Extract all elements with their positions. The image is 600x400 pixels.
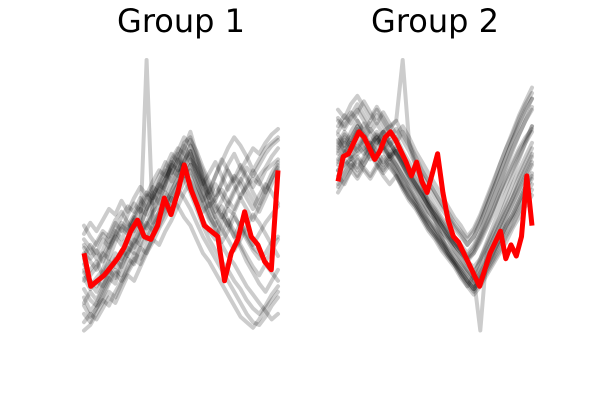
panel-1-trace-8	[82, 138, 280, 247]
panel-2-trace-8	[336, 85, 534, 242]
panel-1-trace-20	[82, 138, 280, 264]
panel-2-trace-22	[336, 135, 534, 333]
panel-2-trace-6	[336, 96, 534, 247]
panel-2-trace-12	[336, 91, 534, 239]
panel-2-plot	[335, 58, 535, 333]
panel-1-trace-12	[82, 143, 280, 256]
panel-2-trace-15	[336, 104, 534, 258]
panel-2-trace-11	[336, 162, 534, 297]
panel-1-title: Group 1	[117, 2, 245, 40]
panel-1-trace-3	[82, 135, 280, 261]
panel-1-trace-14	[82, 127, 280, 236]
panel-2-trace-17	[336, 96, 534, 247]
panel-1-trace-19	[82, 196, 280, 333]
panel-1-trace-10	[82, 129, 280, 278]
panel-2-highlight-line	[335, 129, 535, 289]
panel-2-trace-3	[336, 107, 534, 256]
panel-1-trace-16	[82, 179, 280, 322]
panel-2-trace-5	[336, 121, 534, 269]
panel-1-trace-13	[82, 187, 280, 327]
panel-1-highlight-line	[81, 162, 281, 289]
panel-1-trace-2	[82, 151, 280, 314]
panel-1-plot	[81, 58, 281, 333]
panel-2-trace-7	[336, 154, 534, 294]
panel-2-title: Group 2	[371, 2, 499, 40]
panel-2-trace-2	[336, 127, 534, 280]
panel-1-trace-1	[82, 149, 280, 289]
panel-2-trace-21	[336, 58, 534, 289]
panel-1-trace-17	[82, 151, 280, 258]
